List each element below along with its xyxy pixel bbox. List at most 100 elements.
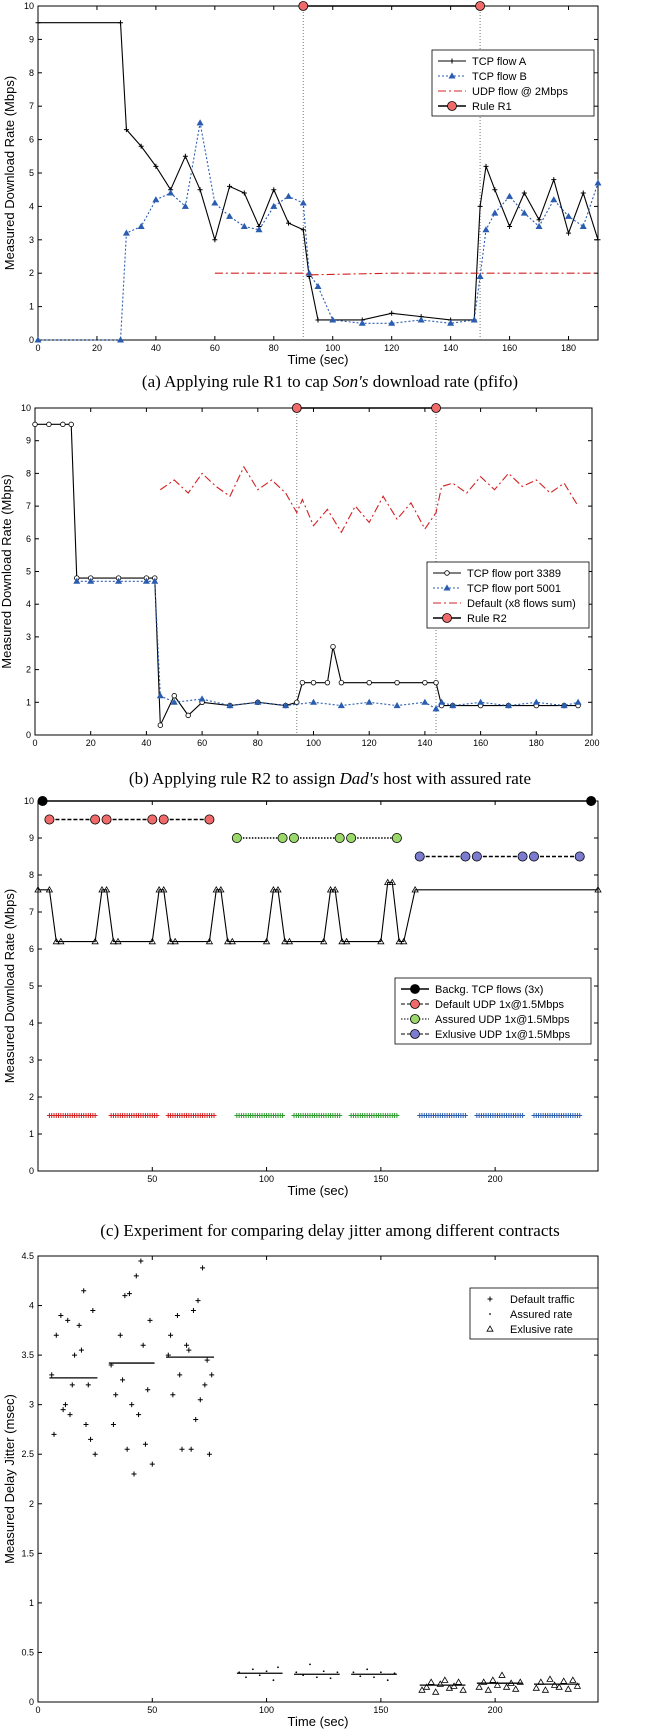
chart-a-legend-label: TCP flow B [472,71,527,83]
chart-a-legend-marker [447,101,457,111]
udp-point-2 [337,1113,343,1118]
tcp-point [342,937,351,945]
chart-b-xtick-label: 0 [32,738,37,748]
chart-a: 0 20 40 60 80 100 120 140 160 180 0 1 2 3 4 5 6 7 8 9 10 Time… [0,0,660,370]
jitter-point-0 [58,1312,64,1318]
chart-c-legend-label: Default UDP 1x@1.5Mbps [435,999,564,1011]
jitter-point-2 [427,1678,435,1685]
caption-b-var: Dad's [339,769,380,788]
chart-d-legend [469,1287,599,1340]
chart-a-ytick-label: 7 [29,101,34,111]
udp-point-1 [154,1113,160,1118]
tcp-line [38,881,598,943]
series-point-0 [286,220,292,226]
series-point-1 [365,698,373,705]
series-point-0 [521,190,527,196]
series-point-1 [470,316,478,323]
chart-d-ytick-label: 0 [29,1697,34,1707]
series-point-1 [122,229,130,236]
chart-a-ytick-label: 10 [24,1,34,11]
tcp-point [411,885,419,893]
tcp-point [400,937,408,945]
series-point-0 [271,187,277,193]
chart-c-legend-marker [410,999,420,1009]
jitter-point-0 [92,1451,98,1457]
chart-d-legend-label: Exlusive rate [510,1324,573,1336]
chart-d-xtick-label: 50 [147,1705,157,1715]
contract-marker-1 [101,814,112,825]
series-point-0 [153,163,159,169]
series-point-1 [388,319,396,326]
series-point-1 [393,701,401,709]
chart-b: 0 20 40 60 80 100 120 140 160 180 200 0 1 2 3 4 5 6 7 8 9 10 M… [0,400,660,760]
chart-b-plot: 0 20 40 60 80 100 120 140 160 180 200 0 1 2 3 4 5 6 7 8 9 10 M… [0,403,600,748]
chart-c-legend-label: Exlusive UDP 1x@1.5Mbps [435,1029,571,1041]
tcp-point [377,937,385,945]
series-point-1 [198,695,206,702]
chart-c-ytick-label: 5 [29,981,34,991]
chart-d-ytick-label: 2 [29,1499,34,1509]
jitter-point-1 [258,1674,261,1677]
series-point-1 [255,226,263,233]
jitter-point-0 [204,1357,210,1363]
contract-marker-3 [517,851,528,862]
contract-marker-2 [346,833,357,844]
jitter-point-1 [277,1666,279,1669]
series-point-1 [560,701,568,709]
jitter-point-0 [131,1471,137,1477]
rule-r1-marker [475,1,486,11]
jitter-point-0 [188,1446,194,1452]
jitter-point-2 [475,1683,483,1690]
chart-c-ytick-label: 2 [29,1092,34,1102]
chart-d: 0 50 100 150 200 0 0.5 1 1.5 2 2.5 3 3.5 4 4.5 Time (se… [0,1250,660,1729]
chart-a-ylabel: Measured Download Rate (Mbps) [2,76,17,270]
tcp-point [320,937,328,945]
jitter-point-0 [168,1332,174,1338]
tcp-point [274,885,282,893]
tcp-point [155,885,163,893]
series-point-1 [117,336,125,343]
chart-a-xlabel: Time (sec) [288,352,349,367]
jitter-point-0 [197,1397,203,1403]
tcp-point [338,937,346,945]
chart-a-xtick-label: 140 [443,343,458,353]
jitter-point-2 [480,1678,488,1685]
chart-b-legend-label: TCP flow port 5001 [467,583,561,595]
jitter-point-0 [186,1347,192,1353]
chart-b-ytick-label: 7 [26,501,31,511]
series-point-1 [476,272,484,280]
jitter-point-2 [546,1675,554,1682]
chart-c-legend-marker [410,1014,420,1024]
contract-marker-1 [90,814,101,825]
jitter-point-0 [124,1446,130,1452]
chart-b-xtick-label: 180 [529,738,544,748]
jitter-point-0 [72,1352,78,1358]
chart-c-ytick-label: 6 [29,944,34,954]
tcp-point [269,885,278,893]
series-point-1 [196,119,204,126]
udp-point-3 [520,1113,526,1118]
chart-d-legend-label: Assured rate [510,1309,572,1321]
jitter-point-2 [484,1686,492,1693]
series-line-2 [214,272,598,276]
chart-d-ytick-label: 3.5 [21,1350,34,1360]
contract-marker-2 [391,833,402,844]
series-point-1 [240,222,248,229]
contract-marker-3 [529,851,540,862]
series-point-1 [314,282,322,290]
tcp-point [160,885,168,893]
series-point-0 [60,421,66,428]
series-point-1 [181,202,189,209]
chart-d-legend-marker [486,1325,494,1332]
chart-d-xlabel: Time (sec) [288,1714,349,1729]
jitter-point-2 [516,1678,524,1685]
caption-b-prefix: (b) Applying rule R2 to assign [128,769,336,788]
series-point-0 [477,203,483,209]
caption-b: (b) Applying rule R2 to assign Dad's hos… [0,769,660,789]
jitter-point-1 [386,1679,389,1682]
caption-c-prefix: (c) Experiment for comparing delay jitte… [100,1221,560,1240]
jitter-point-0 [138,1258,144,1264]
series-point-0 [241,190,247,196]
tcp-point [205,937,214,945]
series-point-0 [32,421,38,428]
